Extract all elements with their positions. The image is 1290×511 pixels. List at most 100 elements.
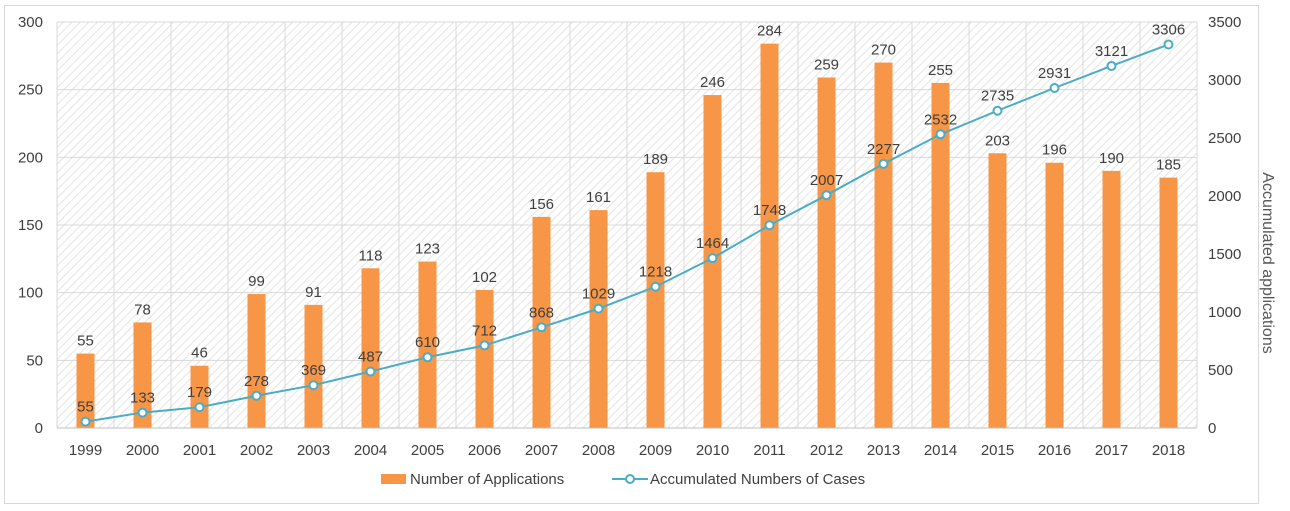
right-tick-label: 3000 <box>1208 72 1241 89</box>
right-tick-label: 2000 <box>1208 188 1241 205</box>
bar-applications <box>988 153 1007 429</box>
bar-data-label: 189 <box>643 151 668 168</box>
line-accumulated-cases <box>85 43 1169 423</box>
point-accumulated-cases <box>365 366 376 377</box>
line-data-label: 487 <box>358 349 383 366</box>
line-data-label: 1029 <box>582 286 615 303</box>
bar-data-label: 99 <box>248 273 265 290</box>
left-tick-label: 300 <box>18 14 43 31</box>
x-tick-label: 2012 <box>810 442 843 459</box>
bar-data-label: 259 <box>814 56 839 73</box>
left-tick-label: 100 <box>18 285 43 302</box>
point-accumulated-cases <box>1106 60 1117 71</box>
x-tick-label: 2010 <box>696 442 729 459</box>
bar-data-label: 156 <box>529 196 554 213</box>
line-data-label: 2277 <box>867 141 900 158</box>
x-tick-label: 2006 <box>468 442 501 459</box>
bar-data-label: 91 <box>305 284 322 301</box>
point-accumulated-cases <box>308 380 319 391</box>
gridlines <box>56 21 1198 429</box>
point-accumulated-cases <box>194 402 205 413</box>
line-data-label: 1748 <box>753 202 786 219</box>
bar-applications <box>1045 162 1064 428</box>
x-tick-label: 2001 <box>183 442 216 459</box>
axes: 0501001502002503000500100015002000250030… <box>18 14 1241 459</box>
x-tick-label: 2007 <box>525 442 558 459</box>
line-data-label: 2931 <box>1038 65 1071 82</box>
bar-series <box>76 43 1178 429</box>
bar-applications <box>304 304 323 428</box>
point-accumulated-cases <box>764 220 775 231</box>
x-tick-label: 2004 <box>354 442 387 459</box>
x-tick-label: 2016 <box>1038 442 1071 459</box>
right-tick-label: 500 <box>1208 362 1233 379</box>
x-tick-label: 2013 <box>867 442 900 459</box>
line-data-label: 2007 <box>810 172 843 189</box>
bar-data-label: 161 <box>586 189 611 206</box>
bar-applications <box>133 322 152 428</box>
line-data-label: 55 <box>77 399 94 416</box>
bar-applications <box>589 210 608 428</box>
left-tick-label: 0 <box>35 420 43 437</box>
line-data-label: 369 <box>301 362 326 379</box>
right-tick-label: 1500 <box>1208 246 1241 263</box>
x-tick-label: 2015 <box>981 442 1014 459</box>
left-tick-label: 150 <box>18 217 43 234</box>
point-accumulated-cases <box>137 407 148 418</box>
bar-data-label: 102 <box>472 269 497 286</box>
bar-applications <box>418 261 437 428</box>
line-data-label: 2532 <box>924 111 957 128</box>
x-tick-label: 2000 <box>126 442 159 459</box>
bar-applications <box>931 82 950 429</box>
line-data-label: 3306 <box>1152 22 1185 39</box>
bar-data-label: 185 <box>1156 157 1181 174</box>
x-tick-label: 2005 <box>411 442 444 459</box>
bar-data-label: 246 <box>700 74 725 91</box>
point-accumulated-cases <box>422 352 433 363</box>
bar-applications <box>646 172 665 428</box>
line-data-label: 868 <box>529 304 554 321</box>
bar-data-label: 203 <box>985 132 1010 149</box>
line-data-label: 2735 <box>981 88 1014 105</box>
point-accumulated-cases <box>479 340 490 351</box>
x-tick-label: 1999 <box>69 442 102 459</box>
legend-label-accumulated: Accumulated Numbers of Cases <box>650 471 865 488</box>
x-tick-label: 2008 <box>582 442 615 459</box>
bar-applications <box>874 62 893 428</box>
right-tick-label: 2500 <box>1208 130 1241 147</box>
bar-data-label: 46 <box>191 345 208 362</box>
bar-data-label: 255 <box>928 62 953 79</box>
bar-data-label: 123 <box>415 241 440 258</box>
x-tick-label: 2017 <box>1095 442 1128 459</box>
line-data-label: 610 <box>415 334 440 351</box>
bar-data-label: 270 <box>871 42 896 59</box>
legend: Number of Applications Accumulated Number… <box>381 471 865 488</box>
line-data-label: 133 <box>130 390 155 407</box>
legend-swatch-applications <box>381 474 406 484</box>
x-tick-label: 2011 <box>753 442 785 459</box>
data-labels: 55 78 46 99 91 118 123 102 156 161 189 246 284 259 270… <box>77 22 1185 416</box>
point-accumulated-cases <box>878 158 889 169</box>
point-accumulated-cases <box>536 322 547 333</box>
legend-swatch-marker <box>625 474 635 484</box>
right-tick-label: 1000 <box>1208 304 1241 321</box>
bar-applications <box>247 294 266 428</box>
bar-data-label: 118 <box>359 247 383 264</box>
x-tick-label: 2014 <box>924 442 957 459</box>
right-tick-label: 0 <box>1208 420 1216 437</box>
point-accumulated-cases <box>593 303 604 314</box>
bar-applications <box>817 77 836 428</box>
x-tick-label: 2002 <box>240 442 273 459</box>
line-data-label: 712 <box>472 322 497 339</box>
line-data-label: 3121 <box>1095 43 1128 60</box>
right-tick-label: 3500 <box>1208 14 1241 31</box>
line-data-label: 278 <box>244 373 269 390</box>
line-series <box>80 39 1174 427</box>
point-accumulated-cases <box>1049 83 1060 94</box>
line-data-label: 1218 <box>639 264 672 281</box>
point-accumulated-cases <box>821 190 832 201</box>
point-accumulated-cases <box>251 390 262 401</box>
point-accumulated-cases <box>935 129 946 140</box>
point-accumulated-cases <box>80 416 91 427</box>
